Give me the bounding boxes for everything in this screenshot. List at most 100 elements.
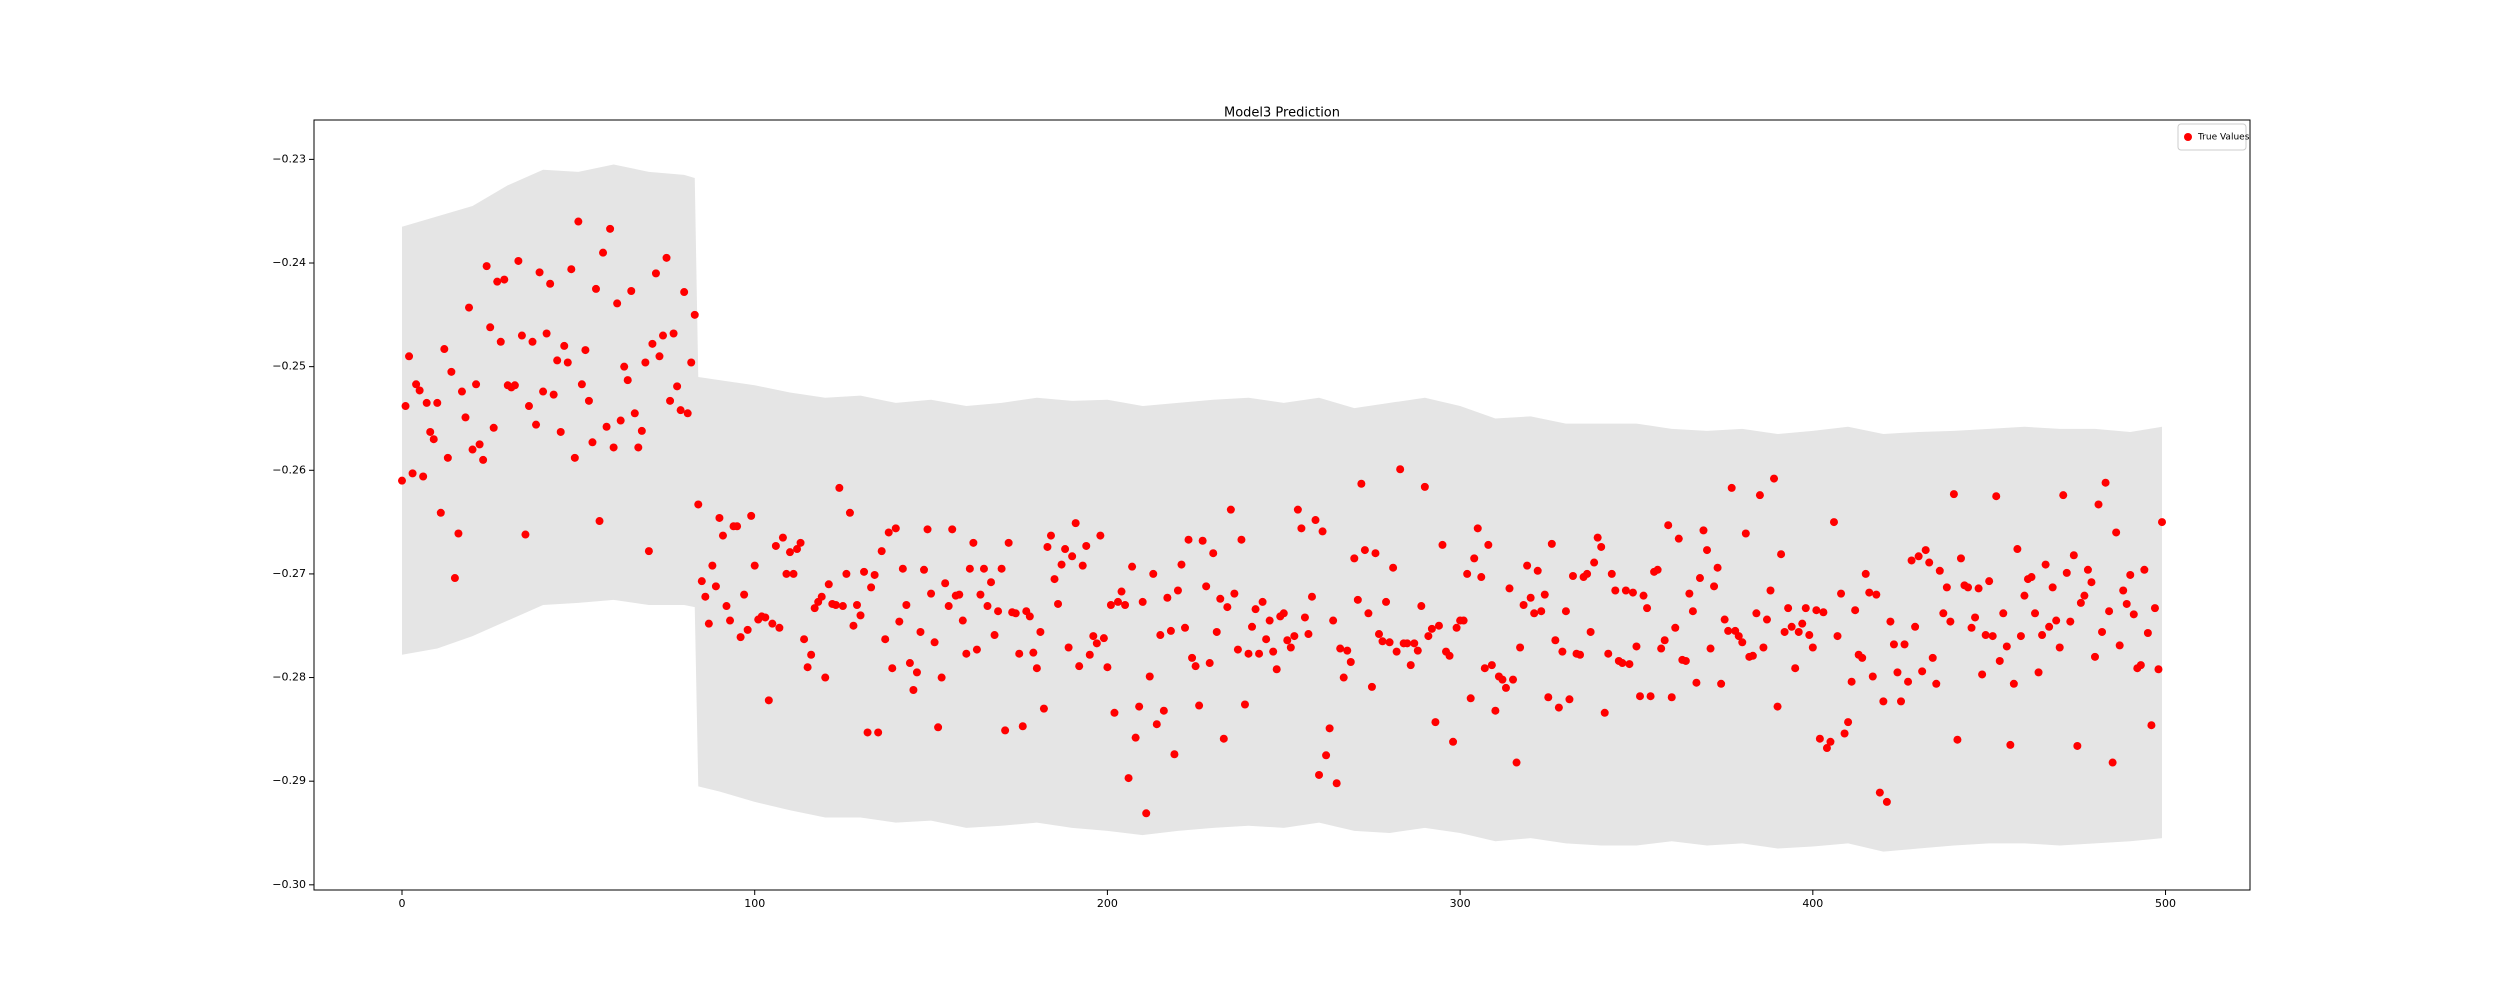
- data-point: [2062, 568, 2071, 577]
- data-point: [1417, 602, 1426, 611]
- data-point: [2083, 565, 2092, 574]
- data-point: [1283, 636, 1292, 645]
- data-point: [2038, 631, 2047, 640]
- data-point: [740, 590, 749, 599]
- data-point: [443, 453, 452, 462]
- data-point: [979, 564, 988, 573]
- data-point: [1480, 664, 1489, 673]
- data-point: [457, 387, 466, 396]
- data-point: [1639, 591, 1648, 600]
- data-point: [651, 269, 660, 278]
- data-point: [2073, 741, 2082, 750]
- data-point: [1145, 672, 1154, 681]
- data-point: [1526, 593, 1535, 602]
- data-point: [1498, 675, 1507, 684]
- data-point: [1173, 586, 1182, 595]
- data-point: [1262, 635, 1271, 644]
- data-point: [789, 569, 798, 578]
- data-point: [736, 633, 745, 642]
- data-point: [958, 616, 967, 625]
- data-point: [1618, 659, 1627, 668]
- data-point: [1258, 597, 1267, 606]
- data-point: [803, 663, 812, 672]
- data-point: [1646, 692, 1655, 701]
- data-point: [1590, 558, 1599, 567]
- data-point: [472, 380, 481, 389]
- data-point: [1561, 607, 1570, 616]
- data-point: [2027, 573, 2036, 582]
- data-point: [817, 592, 826, 601]
- data-point: [1780, 627, 1789, 636]
- legend-box: [2177, 123, 2247, 151]
- data-point: [1829, 518, 1838, 527]
- data-point: [461, 413, 470, 422]
- data-point: [976, 590, 985, 599]
- plot-frame: [313, 119, 2251, 891]
- data-point: [838, 602, 847, 611]
- data-point: [1099, 634, 1108, 643]
- data-point: [510, 381, 519, 390]
- data-point: [1216, 594, 1225, 603]
- data-point: [1851, 606, 1860, 615]
- data-point: [997, 564, 1006, 573]
- data-point: [560, 341, 569, 350]
- data-point: [2048, 583, 2057, 592]
- data-point: [1773, 702, 1782, 711]
- data-point: [1815, 734, 1824, 743]
- data-point: [1138, 597, 1147, 606]
- data-point: [1046, 531, 1055, 540]
- data-point: [1322, 751, 1331, 760]
- data-point: [1935, 566, 1944, 575]
- data-point: [1382, 597, 1391, 606]
- data-point: [514, 256, 523, 265]
- data-point: [2016, 632, 2025, 641]
- data-point: [659, 331, 667, 340]
- data-point: [1487, 661, 1496, 670]
- data-point: [1184, 535, 1193, 544]
- data-point: [1801, 604, 1810, 613]
- data-point: [669, 329, 678, 338]
- data-point: [1509, 675, 1518, 684]
- data-point: [920, 565, 928, 574]
- data-point: [1872, 590, 1881, 599]
- data-point: [1406, 661, 1415, 670]
- data-point: [1389, 563, 1398, 572]
- data-point: [1191, 662, 1200, 671]
- data-point: [1290, 632, 1299, 641]
- data-point: [1410, 639, 1419, 648]
- data-point: [1318, 527, 1327, 536]
- data-point: [948, 525, 957, 534]
- data-point: [1551, 636, 1560, 645]
- data-point: [1015, 649, 1024, 658]
- data-point: [1766, 586, 1775, 595]
- data-point: [1918, 667, 1927, 676]
- data-point: [835, 483, 844, 492]
- data-point: [666, 396, 675, 405]
- data-point: [468, 445, 477, 454]
- data-point: [2066, 617, 2075, 626]
- data-point: [539, 387, 548, 396]
- data-point: [415, 386, 424, 395]
- data-point: [1459, 616, 1468, 625]
- data-point: [1674, 534, 1683, 543]
- data-point: [1932, 679, 1941, 688]
- data-point: [1357, 479, 1366, 488]
- data-point: [1198, 536, 1207, 545]
- data-point: [584, 396, 593, 405]
- data-point: [905, 659, 914, 668]
- data-point: [563, 358, 572, 367]
- data-point: [1353, 595, 1362, 604]
- data-point: [405, 352, 414, 361]
- data-point: [1329, 616, 1338, 625]
- data-point: [609, 443, 618, 452]
- data-point: [623, 376, 632, 385]
- data-point: [2076, 598, 2085, 607]
- data-point: [479, 455, 488, 464]
- data-point: [2009, 679, 2018, 688]
- data-point: [2158, 518, 2166, 527]
- data-point: [613, 299, 622, 308]
- data-point: [1244, 649, 1253, 658]
- data-point: [1752, 609, 1761, 618]
- data-point: [2080, 591, 2089, 600]
- data-point: [1491, 706, 1500, 715]
